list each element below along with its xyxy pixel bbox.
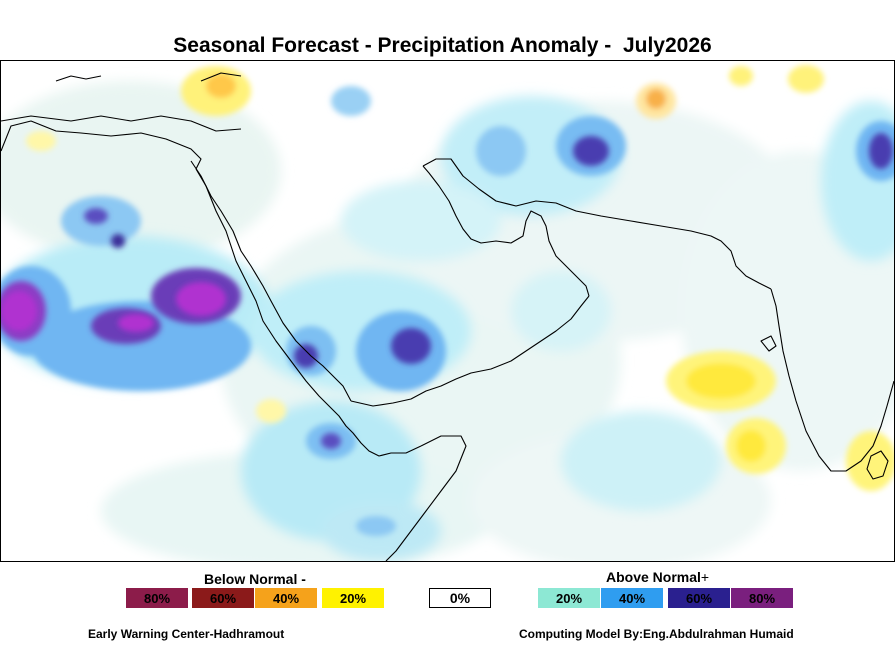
swatch-neutral: 0%: [429, 588, 491, 608]
coastlines: [1, 72, 894, 561]
forecast-map: [0, 60, 895, 562]
above-normal-label: Above Normal: [606, 569, 701, 585]
map-title: Seasonal Forecast - Precipitation Anomal…: [173, 34, 712, 57]
below-normal-title: Below Normal -: [204, 571, 306, 587]
above-normal-title: Above Normal+: [606, 569, 709, 585]
swatch-below-60: 60%: [192, 588, 254, 608]
swatch-above-40-label: 40%: [618, 590, 646, 606]
swatch-above-80: 80%: [731, 588, 793, 608]
swatch-above-60: 60%: [668, 588, 730, 608]
swatch-below-80: 80%: [126, 588, 188, 608]
swatch-below-40-label: 40%: [272, 590, 300, 606]
swatch-above-20-label: 20%: [555, 590, 583, 606]
swatch-below-40: 40%: [255, 588, 317, 608]
swatch-above-20: 20%: [538, 588, 600, 608]
swatch-below-60-label: 60%: [209, 590, 237, 606]
swatch-above-40: 40%: [601, 588, 663, 608]
footer-right-credit: Computing Model By:Eng.Abdulrahman Humai…: [519, 627, 794, 641]
shading-below: [26, 65, 894, 491]
shading-above-peak: [1, 282, 226, 332]
swatch-above-80-label: 80%: [748, 590, 776, 606]
swatch-above-60-label: 60%: [685, 590, 713, 606]
footer-left-credit: Early Warning Center-Hadhramout: [88, 627, 285, 641]
swatch-neutral-label: 0%: [449, 590, 471, 606]
map-canvas: [1, 65, 894, 561]
swatch-below-20-label: 20%: [339, 590, 367, 606]
swatch-below-20: 20%: [322, 588, 384, 608]
above-normal-plus: +: [700, 569, 710, 585]
swatch-below-80-label: 80%: [143, 590, 171, 606]
